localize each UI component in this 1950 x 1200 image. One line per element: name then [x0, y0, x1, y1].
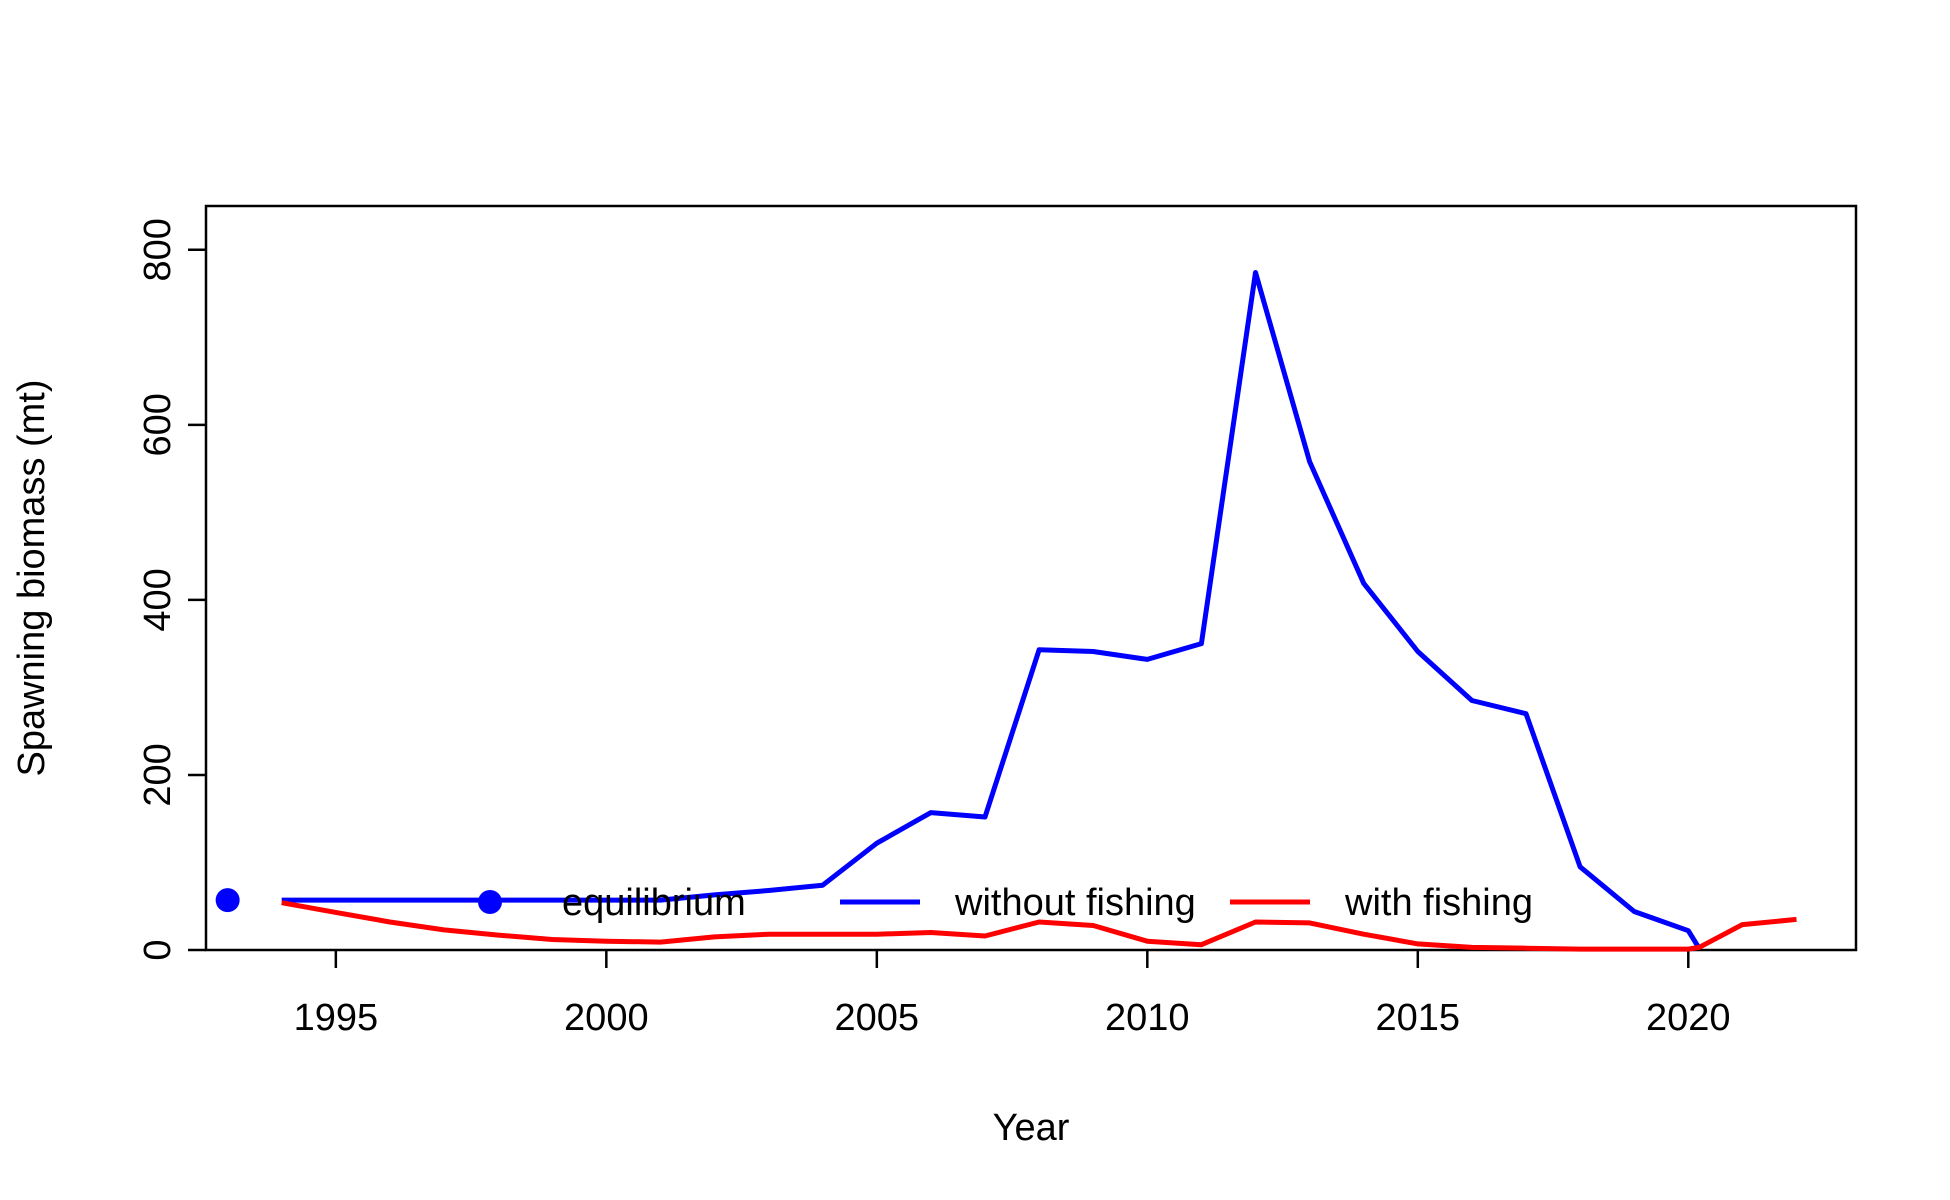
x-tick-label: 2000	[564, 997, 649, 1039]
series-layer	[215, 270, 1797, 952]
legend-marker-equilibrium	[478, 890, 502, 914]
series-point-equilibrium	[215, 888, 240, 913]
x-axis-title: Year	[993, 1107, 1070, 1149]
y-tick-label: 200	[137, 743, 179, 806]
series-line-with-fishing	[281, 900, 1797, 952]
x-tick-label: 2005	[835, 997, 920, 1039]
legend: equilibrium without fishing with fishing	[478, 882, 1533, 924]
y-tick-label: 600	[137, 393, 179, 456]
legend-label-equilibrium: equilibrium	[562, 882, 746, 924]
x-axis: 1995 2000 2005 2010 2015 2020	[294, 950, 1731, 1039]
legend-label-without-fishing: without fishing	[954, 882, 1196, 924]
y-tick-label: 0	[137, 939, 179, 960]
plot-box	[204, 204, 1858, 952]
y-axis: 0 200 400 600 800	[137, 218, 206, 961]
legend-label-with-fishing: with fishing	[1344, 882, 1533, 924]
x-tick-label: 2015	[1376, 997, 1461, 1039]
x-tick-label: 1995	[294, 997, 379, 1039]
y-tick-label: 800	[137, 218, 179, 281]
y-axis-title: Spawning biomass (mt)	[11, 379, 53, 776]
y-tick-label: 400	[137, 568, 179, 631]
series-line-without-fishing	[281, 270, 1702, 950]
x-tick-label: 2010	[1105, 997, 1190, 1039]
x-tick-label: 2020	[1646, 997, 1731, 1039]
